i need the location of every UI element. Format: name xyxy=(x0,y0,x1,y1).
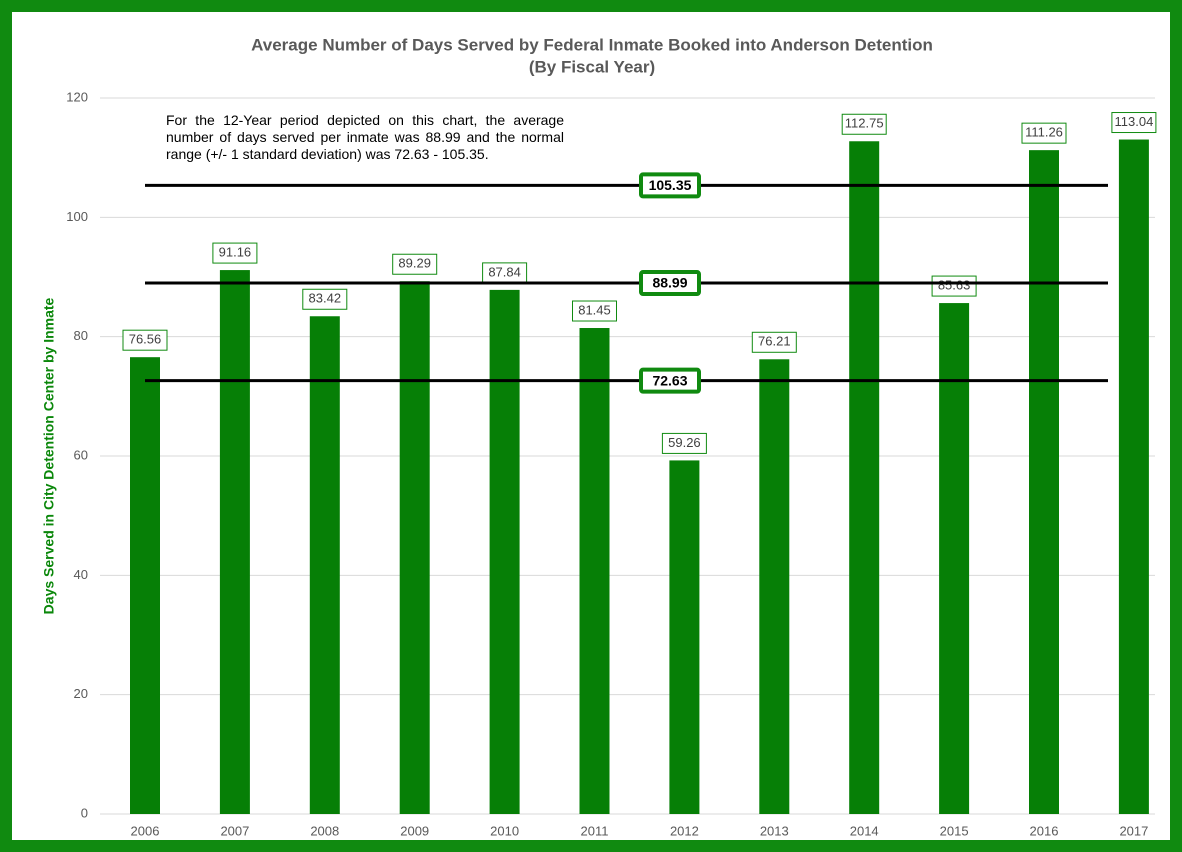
bar xyxy=(669,460,700,814)
bar xyxy=(130,357,160,814)
y-tick-label: 40 xyxy=(74,567,88,582)
value-label-box xyxy=(931,275,977,297)
reference-label-box xyxy=(639,172,701,199)
y-tick-label: 0 xyxy=(81,805,88,820)
value-label: 59.26 xyxy=(668,435,701,450)
bar xyxy=(849,141,880,815)
value-label-box xyxy=(1111,112,1157,134)
x-tick-label: 2009 xyxy=(400,823,429,838)
x-tick-label: 2010 xyxy=(490,823,519,838)
bar xyxy=(489,289,520,814)
reference-label: 105.35 xyxy=(649,177,692,193)
x-tick-label: 2011 xyxy=(581,823,609,838)
bar xyxy=(399,281,430,814)
value-label-box xyxy=(1021,122,1067,144)
value-label-box xyxy=(841,113,887,135)
value-label: 89.29 xyxy=(398,256,431,271)
y-tick-label: 60 xyxy=(74,447,88,462)
annotation: For the 12-Year period depicted on this … xyxy=(166,112,564,162)
annotation-box: For the 12-Year period depicted on this … xyxy=(166,112,564,162)
value-label-box xyxy=(661,432,707,454)
value-label-box xyxy=(122,329,168,351)
reference-label-box xyxy=(639,270,701,297)
bar xyxy=(939,303,970,814)
x-tick-label: 2015 xyxy=(940,823,969,838)
x-tick-label: 2012 xyxy=(670,823,699,838)
bar xyxy=(1118,139,1149,814)
reference-label: 72.63 xyxy=(652,372,687,388)
x-tick-label: 2007 xyxy=(220,823,249,838)
reference-label-box xyxy=(639,367,701,394)
value-label-box xyxy=(751,331,797,353)
y-tick-label: 20 xyxy=(74,686,88,701)
y-tick-label: 100 xyxy=(66,209,88,224)
y-tick-label: 120 xyxy=(66,89,88,104)
value-label-box xyxy=(572,300,617,322)
value-label: 87.84 xyxy=(488,264,521,279)
value-label: 91.16 xyxy=(219,245,252,260)
bar xyxy=(579,328,610,814)
x-tick-label: 2014 xyxy=(850,823,879,838)
x-tick-label: 2013 xyxy=(760,823,789,838)
reference-label: 88.99 xyxy=(652,275,687,291)
x-tick-label: 2017 xyxy=(1119,823,1148,838)
value-label-box xyxy=(302,288,348,310)
chart-title: Average Number of Days Served by Federal… xyxy=(251,35,933,54)
bar xyxy=(219,270,250,814)
y-tick-label: 80 xyxy=(74,328,88,343)
value-label: 76.56 xyxy=(129,332,162,347)
x-tick-label: 2008 xyxy=(310,823,339,838)
value-label: 113.04 xyxy=(1115,114,1154,129)
value-label: 85.63 xyxy=(938,278,971,293)
value-label: 111.26 xyxy=(1025,125,1063,140)
value-label: 83.42 xyxy=(309,291,342,306)
bar xyxy=(309,316,340,814)
value-label: 76.21 xyxy=(758,334,791,349)
y-axis-label: Days Served in City Detention Center by … xyxy=(41,297,57,614)
value-label-box xyxy=(392,253,438,275)
value-label-box xyxy=(212,242,258,264)
value-label: 81.45 xyxy=(578,302,611,317)
chart-subtitle: (By Fiscal Year) xyxy=(529,57,655,76)
x-tick-label: 2006 xyxy=(131,823,160,838)
x-tick-label: 2016 xyxy=(1030,823,1059,838)
bar xyxy=(759,359,790,814)
bar xyxy=(1029,150,1059,814)
value-label: 112.75 xyxy=(845,116,884,131)
